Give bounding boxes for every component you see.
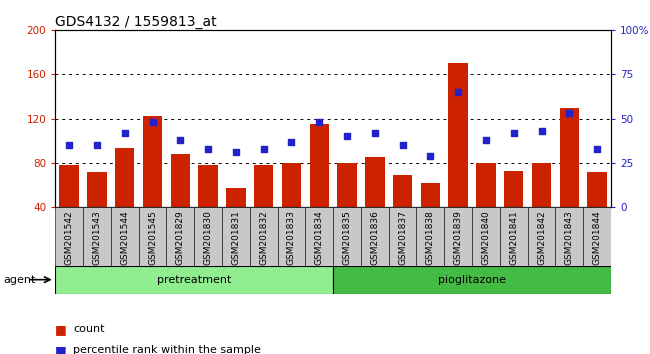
Point: [397, 142, 408, 148]
Bar: [365, 157, 385, 207]
Bar: [166, 207, 194, 266]
Bar: [59, 165, 79, 207]
Text: GSM201829: GSM201829: [176, 210, 185, 265]
Bar: [278, 207, 306, 266]
Point: [203, 146, 213, 152]
Bar: [170, 154, 190, 207]
Text: GSM201831: GSM201831: [231, 210, 240, 265]
Point: [425, 153, 436, 159]
Point: [564, 110, 575, 116]
Text: GSM201542: GSM201542: [64, 210, 73, 265]
Text: GSM201841: GSM201841: [509, 210, 518, 265]
Point: [314, 119, 324, 125]
Text: GSM201840: GSM201840: [482, 210, 491, 265]
Point: [92, 142, 102, 148]
Text: GSM201837: GSM201837: [398, 210, 407, 265]
Text: pretreatment: pretreatment: [157, 275, 231, 285]
Text: GDS4132 / 1559813_at: GDS4132 / 1559813_at: [55, 15, 217, 29]
Bar: [448, 63, 468, 207]
Bar: [281, 163, 301, 207]
Bar: [393, 175, 412, 207]
Bar: [309, 124, 329, 207]
Bar: [583, 207, 611, 266]
Bar: [254, 165, 274, 207]
Text: GSM201842: GSM201842: [537, 210, 546, 265]
Bar: [532, 163, 551, 207]
Point: [120, 130, 130, 136]
Point: [453, 89, 463, 95]
Point: [175, 137, 185, 143]
Point: [592, 146, 603, 152]
Bar: [500, 207, 528, 266]
Bar: [445, 207, 472, 266]
Text: pioglitazone: pioglitazone: [438, 275, 506, 285]
Point: [231, 149, 241, 155]
Bar: [194, 207, 222, 266]
Bar: [250, 207, 278, 266]
Text: GSM201830: GSM201830: [203, 210, 213, 265]
Text: ■: ■: [55, 344, 71, 354]
Text: GSM201838: GSM201838: [426, 210, 435, 265]
Text: GSM201843: GSM201843: [565, 210, 574, 265]
Bar: [143, 116, 162, 207]
Text: GSM201839: GSM201839: [454, 210, 463, 265]
Bar: [333, 207, 361, 266]
Bar: [55, 266, 333, 294]
Bar: [55, 207, 83, 266]
Bar: [555, 207, 583, 266]
Bar: [560, 108, 579, 207]
Point: [508, 130, 519, 136]
Bar: [306, 207, 333, 266]
Bar: [417, 207, 445, 266]
Text: agent: agent: [3, 275, 36, 285]
Text: GSM201833: GSM201833: [287, 210, 296, 265]
Text: ■: ■: [55, 323, 71, 336]
Text: GSM201844: GSM201844: [593, 210, 602, 265]
Bar: [337, 163, 357, 207]
Text: GSM201545: GSM201545: [148, 210, 157, 265]
Bar: [198, 165, 218, 207]
Bar: [588, 172, 607, 207]
Point: [342, 133, 352, 139]
Text: GSM201836: GSM201836: [370, 210, 380, 265]
Point: [286, 139, 296, 144]
Point: [536, 128, 547, 134]
Bar: [528, 207, 556, 266]
Text: GSM201834: GSM201834: [315, 210, 324, 265]
Bar: [222, 207, 250, 266]
Bar: [472, 207, 500, 266]
Bar: [504, 171, 523, 207]
Bar: [333, 266, 611, 294]
Bar: [111, 207, 138, 266]
Text: count: count: [73, 324, 105, 334]
Bar: [83, 207, 111, 266]
Bar: [389, 207, 417, 266]
Bar: [87, 172, 107, 207]
Point: [370, 130, 380, 136]
Point: [148, 119, 158, 125]
Point: [481, 137, 491, 143]
Bar: [476, 163, 496, 207]
Point: [259, 146, 269, 152]
Bar: [115, 148, 135, 207]
Text: GSM201543: GSM201543: [92, 210, 101, 265]
Point: [64, 142, 74, 148]
Bar: [421, 183, 440, 207]
Text: GSM201835: GSM201835: [343, 210, 352, 265]
Text: GSM201832: GSM201832: [259, 210, 268, 265]
Bar: [361, 207, 389, 266]
Text: GSM201544: GSM201544: [120, 210, 129, 265]
Bar: [226, 188, 246, 207]
Bar: [138, 207, 166, 266]
Text: percentile rank within the sample: percentile rank within the sample: [73, 346, 261, 354]
